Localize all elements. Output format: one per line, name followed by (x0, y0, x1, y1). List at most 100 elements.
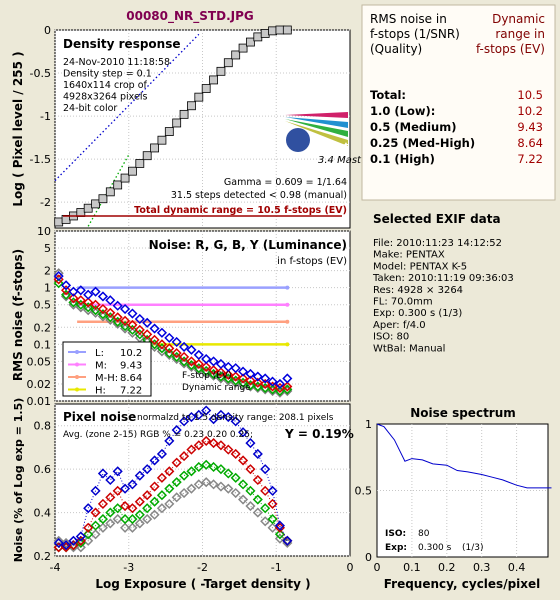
noise-point (230, 375, 241, 386)
noise-y-tick: 0.2 (34, 321, 52, 334)
pixel-point (267, 514, 278, 525)
rms-header-left: f-stops (1/SNR) (370, 27, 460, 41)
noise-point (215, 367, 226, 378)
noise-point (112, 316, 123, 327)
pixel-point (120, 483, 131, 494)
pixel-point (238, 494, 249, 505)
pixel-point (75, 535, 86, 546)
noise-point (75, 285, 86, 296)
pixel-point (156, 448, 167, 460)
noise-point (53, 268, 64, 279)
pixel-point (260, 485, 271, 496)
rms-header-right: f-stops (EV) (476, 42, 545, 56)
pixel-point (223, 411, 234, 423)
spectrum-y-tick: 1 (365, 418, 372, 431)
density-info-line: Density step = 0.1 (63, 69, 152, 80)
pixel-point (274, 529, 285, 540)
spectrum-title: Noise spectrum (410, 406, 516, 420)
pixel-y-ticks: 0.8 0.6 0.4 0.2 (34, 420, 52, 563)
pixel-point (112, 514, 123, 525)
density-point (209, 75, 218, 85)
noise-point (83, 289, 94, 300)
pixel-point (142, 503, 153, 514)
pixel-point (193, 409, 204, 420)
pixel-point (215, 409, 226, 420)
density-info-line: 4928x3264 pixels (63, 92, 147, 103)
noise-point (186, 356, 197, 367)
noise-point (164, 348, 175, 359)
noise-point (201, 361, 212, 372)
noise-point (282, 381, 293, 392)
pixel-point (120, 514, 131, 525)
pixel-point (245, 485, 256, 496)
noise-legend-marker (75, 362, 79, 367)
noise-point (61, 280, 72, 291)
density-point (164, 127, 174, 136)
pixel-point (97, 498, 108, 509)
noise-point (156, 339, 167, 350)
pixel-point (156, 503, 167, 514)
imatest-logo-text: imatest (310, 142, 349, 152)
noise-point (215, 358, 226, 370)
pixel-point (149, 455, 160, 466)
noise-point (97, 291, 108, 302)
noise-point (142, 329, 153, 340)
noise-guide-end (285, 285, 290, 290)
noise-point (179, 351, 190, 362)
density-point (91, 199, 100, 209)
spectrum-y-tick: 0 (365, 551, 372, 564)
pixel-point (179, 470, 190, 481)
spectrum-exp-extra: (1/3) (462, 543, 484, 553)
pixel-point (215, 481, 226, 492)
noise-guide-end (285, 302, 290, 307)
pixel-point (208, 479, 219, 490)
noise-legend-label: H: (95, 386, 106, 397)
pixel-point (267, 485, 278, 496)
pixel-y-text: Y = 0.19% (284, 427, 354, 441)
density-point (282, 25, 292, 35)
pixel-point (164, 483, 175, 494)
noise-point (267, 376, 278, 387)
rms-row-label: 1.0 (Low): (370, 104, 435, 118)
pixel-point (120, 500, 131, 512)
pixel-point (127, 503, 138, 514)
pixel-point (245, 464, 256, 475)
x-tick-label: -1 (271, 561, 282, 574)
pixel-point (134, 496, 145, 507)
exif-line: Aper: f/4.0 (373, 320, 426, 331)
pixel-point (127, 479, 138, 490)
rms-header-right: Dynamic (492, 12, 545, 26)
noise-point (267, 385, 278, 397)
noise-point (90, 286, 101, 297)
pixel-point (208, 438, 219, 449)
density-point (216, 66, 226, 76)
density-point (105, 187, 115, 197)
pixel-point (179, 487, 190, 499)
pixel-point (252, 494, 263, 505)
noise-point (245, 380, 256, 391)
pixel-point (61, 540, 72, 551)
pixel-point (83, 503, 94, 514)
pixel-point (171, 492, 182, 503)
pixel-point (179, 451, 190, 462)
noise-point (127, 324, 138, 335)
pixel-point (208, 461, 219, 473)
density-y-tick: -1.5 (30, 153, 51, 166)
pixel-point (230, 487, 241, 499)
density-y-ticks: 0 -0.5 -1 -1.5 -2 (30, 24, 51, 209)
pixel-point (201, 459, 212, 470)
rms-row-label: 0.1 (High) (370, 152, 435, 166)
pixel-point (260, 503, 271, 514)
noise-point (282, 373, 293, 384)
rms-row-value: 10.2 (517, 104, 543, 118)
spectrum-x-tick: 0.4 (508, 561, 526, 574)
noise-point (164, 332, 175, 343)
noise-point (105, 312, 116, 323)
noise-legend-value: 10.2 (120, 348, 142, 359)
rms-header-left: (Quality) (370, 42, 422, 56)
noise-point (68, 293, 79, 304)
density-point (98, 194, 108, 204)
pixel-grid (54, 404, 350, 557)
imatest-version: 3.4 Master (318, 155, 372, 166)
